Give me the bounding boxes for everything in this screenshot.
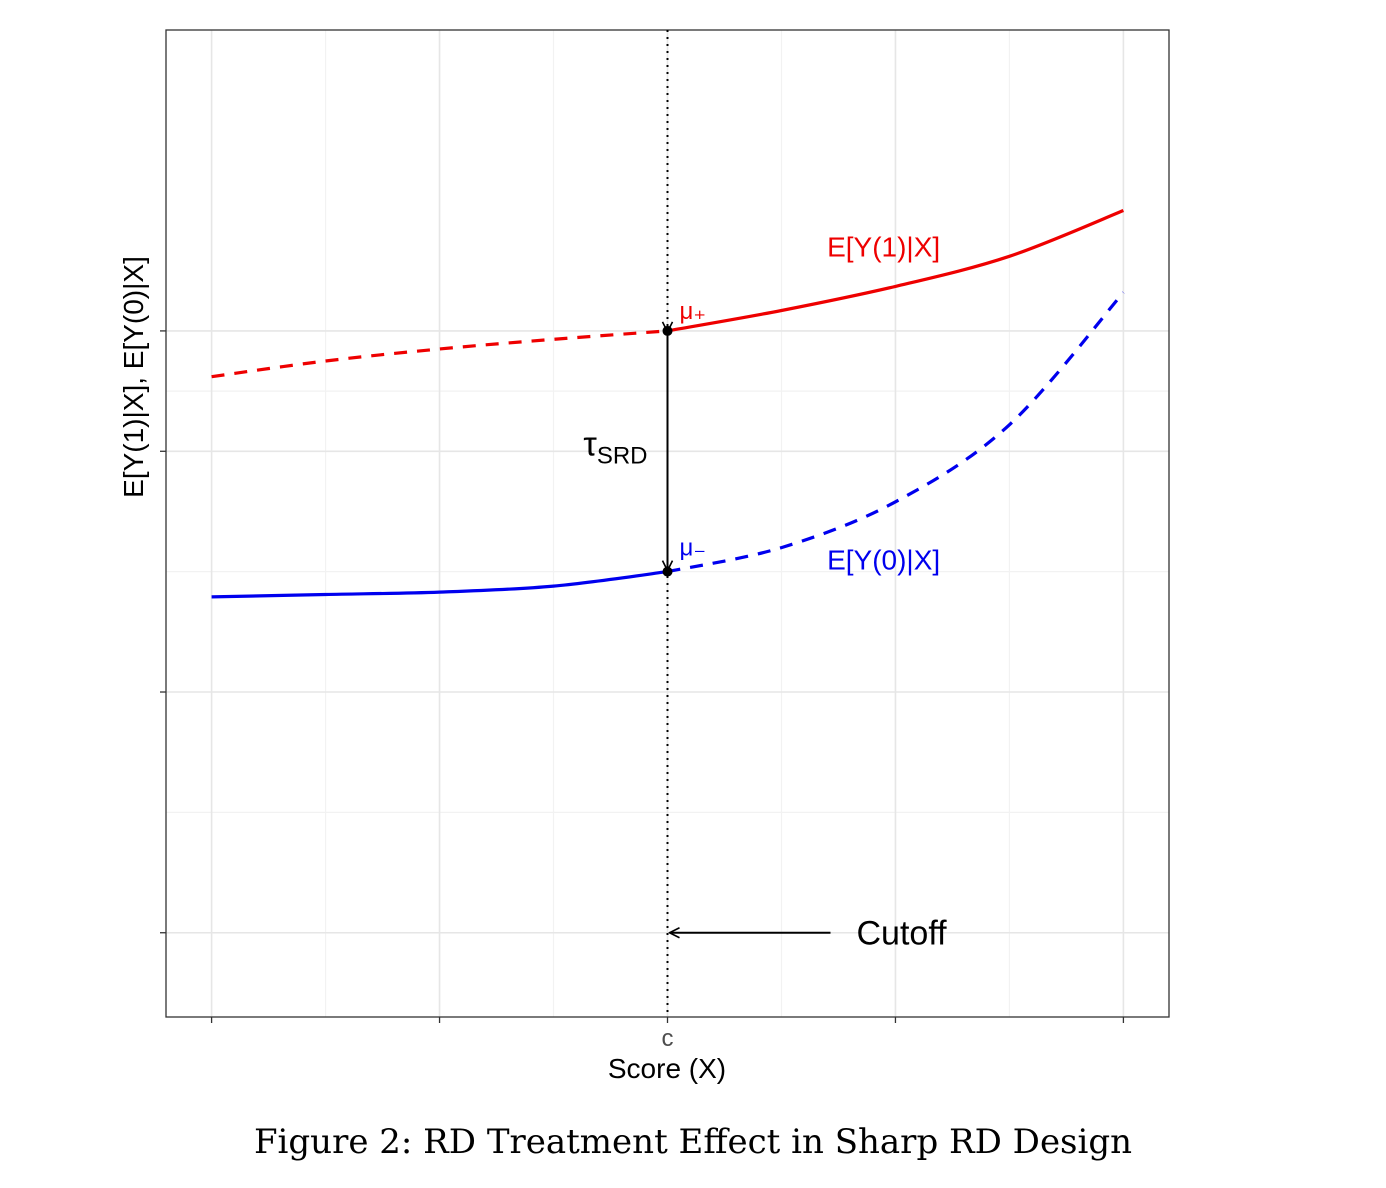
x-tick-label: c [662,1025,674,1052]
figure-caption: Figure 2: RD Treatment Effect in Sharp R… [253,1122,1133,1162]
cutoff-label: Cutoff [857,915,948,953]
tau-srd-label: τSRD [583,425,647,469]
annotations: E[Y(1)|X] E[Y(0)|X] μ₊ μ₋ τSRD Cutoff [583,30,947,1017]
y0-series-label: E[Y(0)|X] [827,545,940,576]
y1-curve-solid [667,209,1125,333]
y-axis-title: E[Y(1)|X], E[Y(0)|X] [118,256,149,498]
tau-symbol: τ [583,425,597,463]
mu-plus-label: μ₊ [680,298,707,325]
mu-minus-point [662,566,673,577]
axis-ticks: c [160,330,1125,1052]
tau-subscript: SRD [597,442,648,469]
x-axis-title: Score (X) [608,1053,726,1084]
series [211,209,1125,599]
y0-curve-solid [211,570,668,599]
y1-curve-dashed [211,329,668,379]
y1-series-label: E[Y(1)|X] [827,231,940,262]
mu-plus-point [662,325,673,336]
mu-minus-label: μ₋ [680,535,707,562]
